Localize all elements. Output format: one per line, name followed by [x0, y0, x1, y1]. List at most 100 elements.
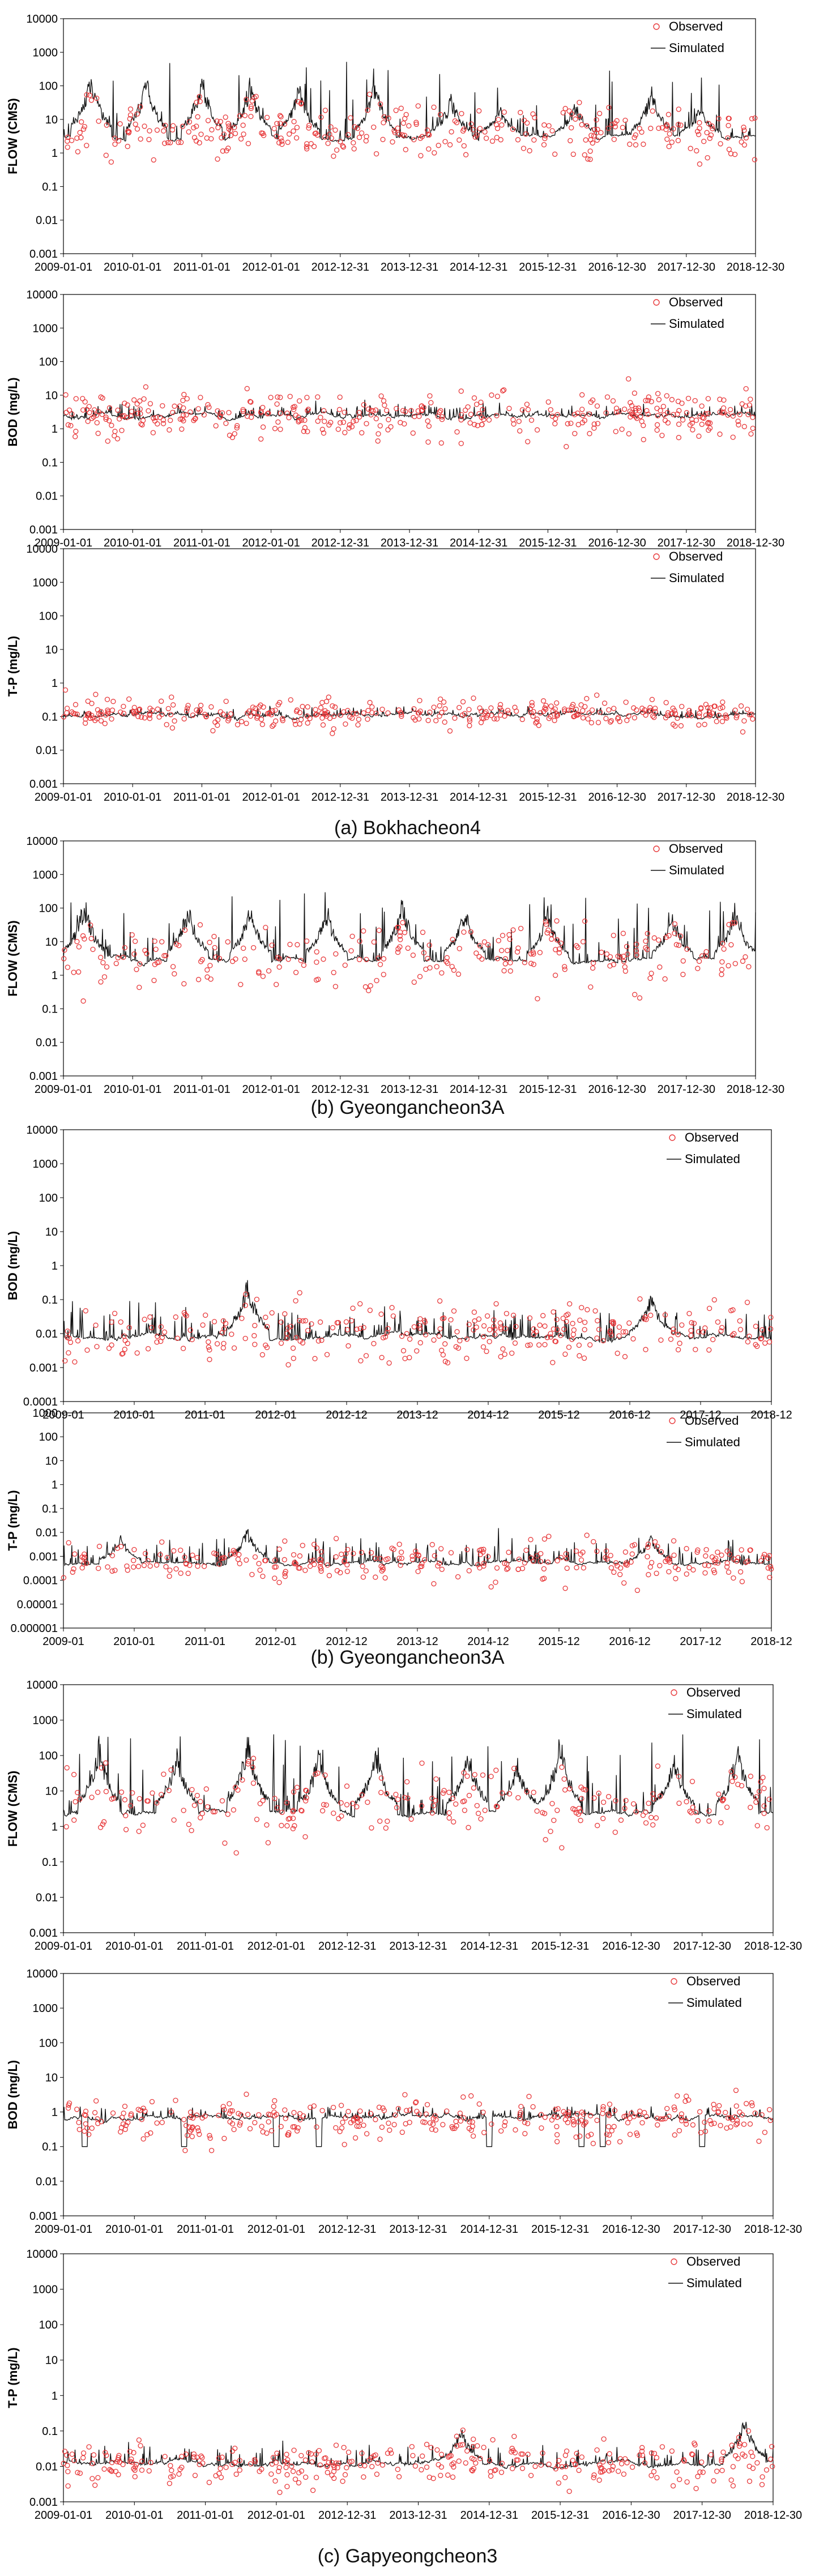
- observed-point: [553, 947, 558, 952]
- observed-point: [292, 1823, 297, 1829]
- observed-point: [642, 2460, 648, 2466]
- observed-point: [324, 2463, 330, 2469]
- observed-point: [612, 1829, 618, 1835]
- observed-point: [499, 122, 505, 128]
- observed-point: [620, 930, 626, 936]
- observed-point: [298, 100, 304, 106]
- observed-point: [611, 2124, 617, 2129]
- observed-point: [701, 139, 707, 144]
- observed-point: [716, 1791, 722, 1797]
- observed-point: [342, 1559, 347, 1565]
- x-tick-label: 2012-12-31: [312, 261, 369, 274]
- observed-point: [129, 932, 135, 938]
- observed-point: [515, 1566, 521, 1573]
- observed-point: [250, 1765, 255, 1770]
- observed-point: [496, 117, 501, 122]
- observed-point: [178, 1570, 184, 1576]
- observed-point: [404, 2108, 409, 2113]
- observed-point: [752, 115, 758, 121]
- observed-point: [158, 1324, 164, 1330]
- observed-point: [671, 1552, 677, 1558]
- observed-point: [630, 412, 637, 418]
- observed-point: [660, 2116, 665, 2122]
- observed-point: [570, 151, 576, 157]
- y-tick-label: 0.001: [29, 524, 58, 536]
- observed-point: [345, 1547, 351, 1553]
- observed-point: [417, 973, 423, 980]
- observed-point: [652, 708, 658, 715]
- observed-point: [107, 2467, 113, 2472]
- observed-point: [720, 2449, 726, 2455]
- observed-point: [89, 2460, 95, 2466]
- observed-point: [724, 1560, 730, 1566]
- observed-point: [413, 2100, 419, 2105]
- observed-point: [134, 2462, 139, 2467]
- observed-point: [255, 710, 261, 716]
- observed-point: [582, 1319, 588, 1325]
- observed-point: [133, 121, 138, 127]
- observed-point: [297, 398, 302, 404]
- observed-point: [118, 1319, 123, 1325]
- observed-point: [386, 2120, 391, 2126]
- observed-point: [744, 706, 750, 712]
- legend-observed: Observed: [669, 295, 723, 309]
- observed-point: [745, 412, 751, 417]
- observed-point: [574, 1565, 579, 1570]
- observed-point: [671, 1330, 676, 1335]
- observed-point: [194, 1554, 200, 1561]
- observed-point: [113, 960, 119, 967]
- observed-point: [664, 2105, 670, 2112]
- observed-point: [549, 128, 555, 134]
- observed-point: [405, 945, 411, 951]
- observed-point: [543, 133, 548, 139]
- observed-point: [297, 1565, 302, 1571]
- observed-point: [641, 437, 646, 442]
- observed-point: [321, 408, 327, 413]
- observed-point: [152, 938, 157, 944]
- observed-point: [573, 116, 578, 122]
- observed-point: [446, 2454, 451, 2460]
- x-tick-label: 2013-12-31: [389, 2223, 447, 2236]
- observed-point: [606, 2113, 612, 2118]
- observed-point: [729, 920, 735, 926]
- observed-point: [607, 963, 613, 969]
- observed-point: [340, 144, 347, 150]
- observed-point: [413, 1548, 419, 1554]
- observed-point: [627, 408, 633, 414]
- observed-point: [353, 417, 359, 424]
- observed-point: [732, 960, 738, 967]
- observed-point: [531, 1326, 536, 1332]
- observed-point: [473, 401, 480, 407]
- y-tick-label: 100: [39, 1192, 58, 1204]
- observed-point: [666, 1557, 672, 1563]
- observed-point: [71, 969, 76, 975]
- y-tick-label: 0.1: [42, 2425, 58, 2438]
- observed-point: [676, 1774, 682, 1779]
- observed-point: [73, 429, 79, 434]
- observed-point: [448, 1550, 454, 1556]
- observed-point: [192, 416, 198, 422]
- observed-point: [733, 715, 739, 720]
- observed-point: [176, 2471, 182, 2477]
- observed-point: [451, 2464, 456, 2470]
- observed-point: [371, 939, 377, 945]
- series-simulated: [63, 62, 756, 142]
- observed-point: [672, 723, 678, 729]
- observed-point: [709, 2121, 714, 2127]
- observed-point: [584, 1307, 590, 1313]
- observed-point: [564, 1319, 569, 1325]
- observed-point: [402, 116, 408, 122]
- observed-point: [629, 2110, 634, 2116]
- observed-point: [528, 2472, 534, 2479]
- observed-point: [670, 2483, 676, 2489]
- observed-point: [590, 960, 596, 966]
- observed-point: [519, 716, 525, 723]
- observed-point: [705, 155, 710, 161]
- observed-point: [500, 1346, 506, 1352]
- observed-point: [522, 2131, 528, 2137]
- observed-point: [688, 1327, 694, 1334]
- observed-point: [240, 407, 246, 413]
- observed-point: [433, 717, 439, 724]
- observed-point: [655, 2122, 660, 2128]
- observed-point: [561, 1776, 567, 1782]
